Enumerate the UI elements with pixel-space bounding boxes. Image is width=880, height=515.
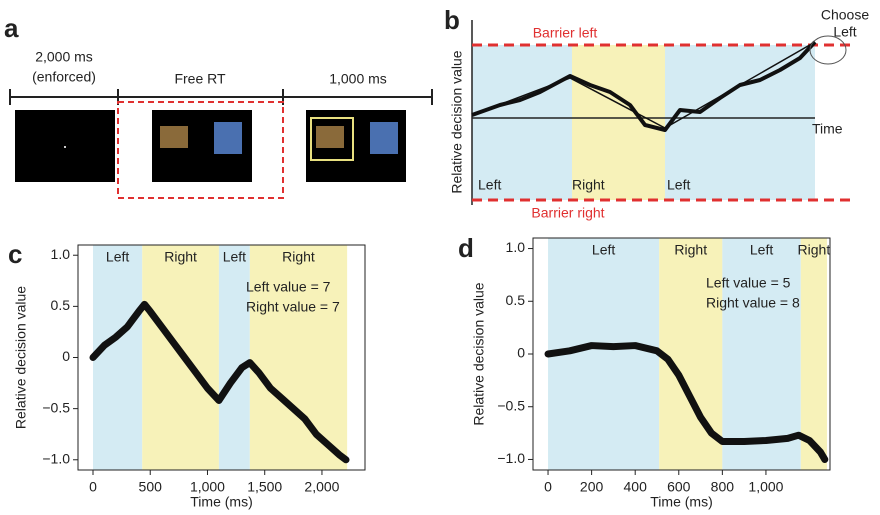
x-tick-label: 2,000: [304, 479, 339, 495]
data-line: [89, 300, 350, 464]
segment-label: Left: [478, 177, 501, 193]
y-tick-label: 0: [62, 348, 70, 364]
x-tick-label: 1,500: [247, 479, 282, 495]
food-item: [316, 126, 344, 148]
region: [665, 45, 815, 200]
phase-label: Free RT: [174, 71, 226, 87]
region: [249, 245, 348, 470]
x-tick-label: 500: [139, 479, 163, 495]
region-label: Left: [223, 249, 246, 265]
barrier-label: Barrier left: [533, 25, 598, 41]
region: [218, 245, 250, 470]
x-tick-label: 0: [544, 479, 552, 495]
panel-label: c: [8, 239, 22, 269]
region-label: Right: [164, 249, 197, 265]
y-tick-label: −0.5: [42, 399, 70, 415]
panel-label: b: [444, 5, 460, 35]
y-tick-label: −1.0: [497, 450, 525, 466]
phase-label: (enforced): [32, 69, 96, 85]
y-axis-label: Relative decision value: [471, 282, 487, 425]
panel-label: d: [458, 233, 474, 263]
y-tick-label: −1.0: [42, 450, 70, 466]
x-tick-label: 800: [711, 479, 735, 495]
x-tick-label: 400: [624, 479, 648, 495]
y-tick-label: 0: [517, 345, 525, 361]
trace: [471, 40, 817, 132]
region: [572, 45, 665, 200]
x-axis-label: Time (ms): [190, 494, 252, 510]
axis-label: Time: [812, 121, 843, 137]
phase-label: 1,000 ms: [329, 71, 387, 87]
region-label: Left: [106, 249, 129, 265]
annotation: Right value = 7: [246, 299, 340, 315]
annotation: Left value = 7: [246, 279, 331, 295]
food-item: [370, 122, 398, 154]
y-tick-label: 0.5: [506, 292, 526, 308]
choice-label: Choose: [821, 7, 869, 23]
choice-label: Left: [833, 24, 856, 40]
region-label: Right: [674, 242, 707, 258]
x-tick-label: 600: [667, 479, 691, 495]
segment-label: Right: [572, 177, 605, 193]
fixation: [64, 146, 66, 148]
region-label: Right: [798, 242, 831, 258]
annotation: Left value = 5: [706, 275, 791, 291]
choice-circle: [809, 35, 847, 65]
y-tick-label: 1.0: [506, 239, 526, 255]
panel-label: a: [4, 13, 19, 43]
data-line: [544, 342, 829, 463]
x-axis-label: Time (ms): [650, 494, 712, 510]
y-tick-label: −0.5: [497, 397, 525, 413]
region: [800, 238, 827, 470]
timeline: [9, 89, 433, 105]
y-axis-label: Relative decision value: [13, 286, 29, 429]
food-item: [214, 122, 242, 154]
barrier-label: Barrier right: [531, 205, 604, 221]
region: [92, 245, 143, 470]
region: [472, 45, 572, 200]
selection-box: [310, 117, 354, 161]
segment-label: Left: [667, 177, 690, 193]
highlight-box: [117, 101, 284, 199]
x-tick-label: 0: [89, 479, 97, 495]
drift: [471, 41, 816, 129]
axis-label: Relative decision value: [449, 50, 465, 193]
food-item: [160, 126, 188, 148]
y-tick-label: 0.5: [51, 297, 71, 313]
x-tick-label: 200: [580, 479, 604, 495]
region-label: Left: [750, 242, 773, 258]
phase-label: 2,000 ms: [35, 49, 93, 65]
x-tick-label: 1,000: [748, 479, 783, 495]
x-tick-label: 1,000: [190, 479, 225, 495]
region: [722, 238, 801, 470]
region-label: Left: [592, 242, 615, 258]
y-tick-label: 1.0: [51, 246, 71, 262]
region-label: Right: [282, 249, 315, 265]
annotation: Right value = 8: [706, 295, 800, 311]
